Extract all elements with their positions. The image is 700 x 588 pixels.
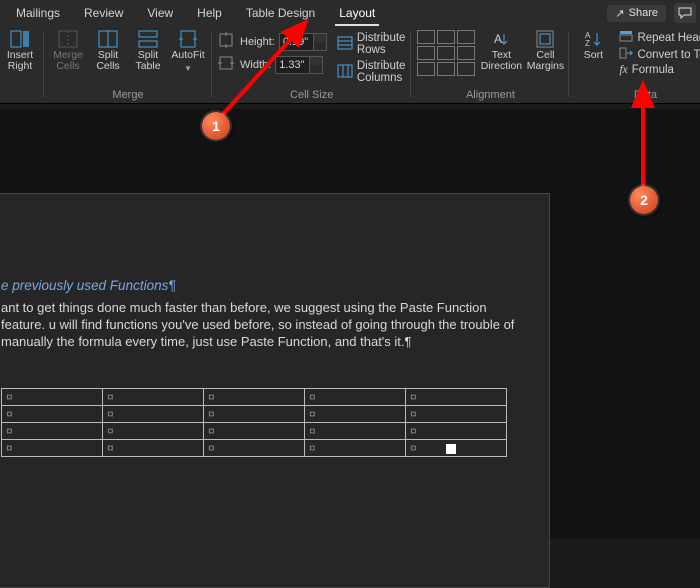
split-table-label: Split Table [135,50,160,72]
width-label: Width: [240,59,271,71]
merge-cells-label: Merge Cells [53,50,83,72]
sort-icon: AZ [583,30,603,48]
svg-text:A: A [494,32,502,46]
callout-2: 2 [630,186,658,214]
height-value: 0.19" [283,36,308,48]
tab-layout[interactable]: Layout [327,0,387,26]
sort-label: Sort [584,50,603,61]
text-direction-icon: A [491,30,511,48]
tab-view[interactable]: View [135,0,185,26]
split-cells-button[interactable]: Split Cells [90,30,126,72]
formula-button[interactable]: fx Formula [619,64,700,76]
cell-margins-button[interactable]: Cell Margins [527,30,563,72]
comments-button[interactable] [674,3,696,23]
svg-text:Z: Z [585,39,590,48]
convert-text-icon [619,47,633,62]
ribbon-tabs: Mailings Review View Help Table Design L… [0,0,700,26]
height-label: Height: [240,36,275,48]
layout-ribbon: Insert Right Merge Cells Split Cells Spl… [0,26,700,104]
cell-margins-icon [535,30,555,48]
document-area: e previously used Functions¶ ant to get … [0,109,700,539]
distribute-rows-button[interactable]: Distribute Rows [337,32,406,56]
convert-text-label: Convert to Tex [637,49,700,61]
height-input[interactable]: 0.19" [279,33,327,51]
doc-table[interactable]: ¤¤¤¤¤ ¤¤¤¤¤ ¤¤¤¤¤ ¤¤¤¤¤ [1,388,507,457]
col-width-icon [218,55,236,74]
group-data-label: Data [575,89,700,103]
document-page[interactable]: e previously used Functions¶ ant to get … [0,193,550,588]
split-cells-icon [98,30,118,48]
chevron-down-icon: ▼ [184,63,192,74]
alignment-grid[interactable] [417,30,475,76]
text-direction-button[interactable]: A Text Direction [483,30,519,72]
split-table-icon [138,30,158,48]
repeat-header-icon [619,30,633,45]
convert-text-button[interactable]: Convert to Tex [619,47,700,62]
text-direction-label: Text Direction [481,50,522,72]
distribute-rows-icon [337,36,353,53]
merge-cells-icon [58,30,78,48]
tab-help[interactable]: Help [185,0,234,26]
insert-right-button[interactable]: Insert Right [2,30,38,72]
repeat-header-label: Repeat Header [637,32,700,44]
width-value: 1.33" [279,59,304,71]
share-label: Share [629,7,658,19]
group-alignment-label: Alignment [417,89,563,103]
distribute-cols-label: Distribute Columns [357,60,406,84]
sort-button[interactable]: AZ Sort [575,30,611,61]
autofit-button[interactable]: AutoFit ▼ [170,30,206,74]
row-height-icon [218,32,236,51]
formula-label: Formula [632,64,674,76]
insert-right-icon [10,30,30,48]
tab-table-design[interactable]: Table Design [234,0,327,26]
table-resize-handle[interactable] [446,444,456,454]
group-merge-label: Merge [50,89,206,103]
split-table-button[interactable]: Split Table [130,30,166,72]
tab-review[interactable]: Review [72,0,135,26]
autofit-icon [178,30,198,48]
width-input[interactable]: 1.33" [275,56,323,74]
distribute-cols-button[interactable]: Distribute Columns [337,60,406,84]
share-icon: ↗ [615,7,624,20]
merge-cells-button[interactable]: Merge Cells [50,30,86,72]
share-button[interactable]: ↗ Share [607,5,666,22]
distribute-cols-icon [337,64,353,81]
insert-right-label: Insert Right [7,50,33,72]
split-cells-label: Split Cells [96,50,119,72]
formula-icon: fx [619,64,627,76]
distribute-rows-label: Distribute Rows [357,32,406,56]
autofit-label: AutoFit [171,50,204,61]
doc-paragraph: ant to get things done much faster than … [1,299,525,350]
callout-1: 1 [202,112,230,140]
repeat-header-button[interactable]: Repeat Header [619,30,700,45]
tab-mailings[interactable]: Mailings [4,0,72,26]
group-cellsize-label: Cell Size [218,89,405,103]
cell-margins-label: Cell Margins [527,50,564,72]
doc-heading: e previously used Functions¶ [1,278,525,293]
